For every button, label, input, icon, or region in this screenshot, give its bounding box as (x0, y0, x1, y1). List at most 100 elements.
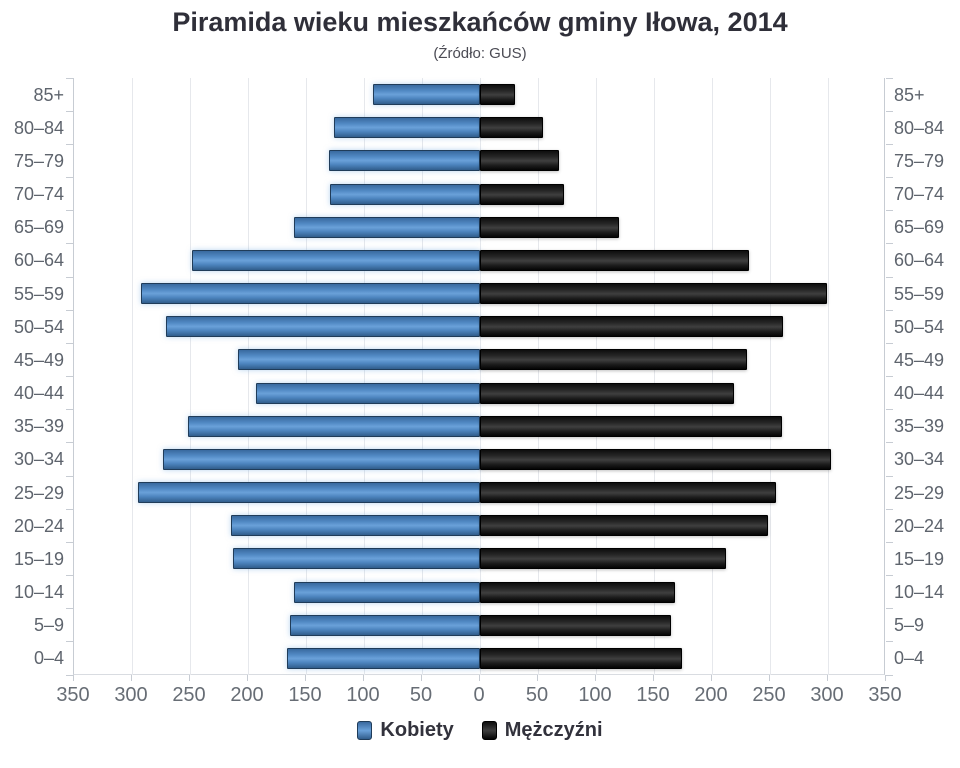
bar-kobiety-30–34[interactable] (163, 448, 480, 470)
bar-kobiety-70–74[interactable] (330, 183, 480, 205)
bar-mezczyzni-20–24[interactable] (480, 515, 768, 537)
gridline (653, 78, 655, 675)
x-axis-label: 100 (578, 684, 612, 706)
age-label-left-45–49: 45–49 (13, 349, 64, 370)
y-axis-tick-right (886, 641, 893, 643)
age-label-right-75–79: 75–79 (894, 150, 945, 171)
y-axis-tick-left (66, 409, 73, 411)
age-label-right-0–4: 0–4 (894, 648, 925, 669)
bar-kobiety-15–19[interactable] (232, 548, 480, 570)
legend-item-mezczyzni[interactable]: Mężczyźni (481, 719, 603, 742)
bar-mezczyzni-0–4[interactable] (480, 647, 682, 669)
age-label-left-30–34: 30–34 (13, 449, 64, 470)
y-axis-tick-left (66, 110, 73, 112)
gridline (305, 78, 307, 675)
bar-kobiety-80–84[interactable] (333, 117, 480, 139)
bar-kobiety-25–29[interactable] (137, 482, 480, 504)
bar-mezczyzni-10–14[interactable] (480, 581, 675, 603)
bar-mezczyzni-40–44[interactable] (480, 382, 735, 404)
bar-kobiety-65–69[interactable] (294, 216, 480, 238)
age-label-left-60–64: 60–64 (13, 250, 64, 271)
bar-mezczyzni-55–59[interactable] (480, 283, 827, 305)
bar-kobiety-45–49[interactable] (237, 349, 480, 371)
x-axis-label: 150 (636, 684, 670, 706)
x-axis-tick (536, 675, 538, 681)
age-label-left-80–84: 80–84 (13, 117, 64, 138)
bar-kobiety-0–4[interactable] (287, 647, 480, 669)
gridline (247, 78, 249, 675)
age-label-left-70–74: 70–74 (13, 184, 64, 205)
gridline (827, 78, 829, 675)
bar-mezczyzni-45–49[interactable] (480, 349, 747, 371)
age-label-right-5–9: 5–9 (894, 615, 925, 636)
x-axis-label: 200 (694, 684, 728, 706)
bar-kobiety-35–39[interactable] (187, 415, 480, 437)
age-label-left-55–59: 55–59 (13, 283, 64, 304)
bar-kobiety-40–44[interactable] (256, 382, 480, 404)
bar-kobiety-60–64[interactable] (192, 249, 480, 271)
bar-kobiety-85+[interactable] (373, 84, 480, 106)
y-axis-tick-left (66, 276, 73, 278)
bar-kobiety-20–24[interactable] (230, 515, 480, 537)
bar-mezczyzni-15–19[interactable] (480, 548, 726, 570)
x-axis-tick (710, 675, 712, 681)
x-axis-label: 250 (172, 684, 206, 706)
y-axis-tick-right (886, 442, 893, 444)
gridline (189, 78, 191, 675)
y-axis-tick-right (886, 674, 893, 676)
bar-mezczyzni-75–79[interactable] (480, 150, 559, 172)
age-label-right-30–34: 30–34 (894, 449, 945, 470)
x-axis-label: 150 (288, 684, 322, 706)
bar-mezczyzni-85+[interactable] (480, 84, 515, 106)
bar-mezczyzni-60–64[interactable] (480, 249, 750, 271)
x-axis-tick (884, 675, 886, 681)
age-label-right-25–29: 25–29 (894, 482, 945, 503)
bar-kobiety-50–54[interactable] (165, 316, 480, 338)
y-axis-tick-left (66, 508, 73, 510)
y-axis-tick-right (886, 608, 893, 610)
x-axis-label: 350 (56, 684, 90, 706)
age-label-right-20–24: 20–24 (894, 515, 945, 536)
age-label-right-40–44: 40–44 (894, 383, 945, 404)
x-axis-label: 100 (346, 684, 380, 706)
age-label-right-10–14: 10–14 (894, 582, 945, 603)
bar-mezczyzni-30–34[interactable] (480, 448, 832, 470)
y-axis-tick-left (66, 641, 73, 643)
age-label-right-35–39: 35–39 (894, 416, 945, 437)
age-label-right-45–49: 45–49 (894, 349, 945, 370)
x-axis-tick (478, 675, 480, 681)
bar-mezczyzni-70–74[interactable] (480, 183, 564, 205)
chart-title: Piramida wieku mieszkańców gminy Iłowa, … (172, 7, 788, 37)
bar-kobiety-75–79[interactable] (329, 150, 480, 172)
bar-kobiety-5–9[interactable] (289, 614, 480, 636)
y-axis-tick-right (886, 243, 893, 245)
gridline (363, 78, 365, 675)
age-label-left-25–29: 25–29 (13, 482, 64, 503)
age-label-right-80–84: 80–84 (894, 117, 945, 138)
age-label-left-40–44: 40–44 (13, 383, 64, 404)
bar-kobiety-55–59[interactable] (141, 283, 480, 305)
y-axis-tick-left (66, 177, 73, 178)
x-axis-label: 250 (752, 684, 786, 706)
bar-kobiety-10–14[interactable] (294, 581, 480, 603)
x-axis-tick (304, 675, 306, 681)
y-axis-tick-left (66, 342, 73, 344)
y-axis-tick-left (66, 475, 73, 477)
y-axis-tick-right (886, 110, 893, 112)
legend-label-mezczyzni: Mężczyźni (504, 719, 603, 741)
x-axis-label: 300 (114, 684, 148, 706)
bar-mezczyzni-50–54[interactable] (480, 316, 783, 338)
age-label-right-50–54: 50–54 (894, 316, 945, 337)
bar-mezczyzni-65–69[interactable] (480, 216, 620, 238)
bar-mezczyzni-25–29[interactable] (480, 482, 776, 504)
age-label-left-0–4: 0–4 (33, 648, 64, 669)
bar-mezczyzni-5–9[interactable] (480, 614, 672, 636)
legend: Kobiety Mężczyźni (0, 719, 960, 742)
y-axis-tick-right (886, 309, 893, 311)
bar-mezczyzni-35–39[interactable] (480, 415, 782, 437)
x-axis-tick (826, 675, 828, 681)
age-label-left-20–24: 20–24 (13, 515, 64, 536)
bar-mezczyzni-80–84[interactable] (480, 117, 543, 139)
legend-item-kobiety[interactable]: Kobiety (357, 719, 454, 742)
